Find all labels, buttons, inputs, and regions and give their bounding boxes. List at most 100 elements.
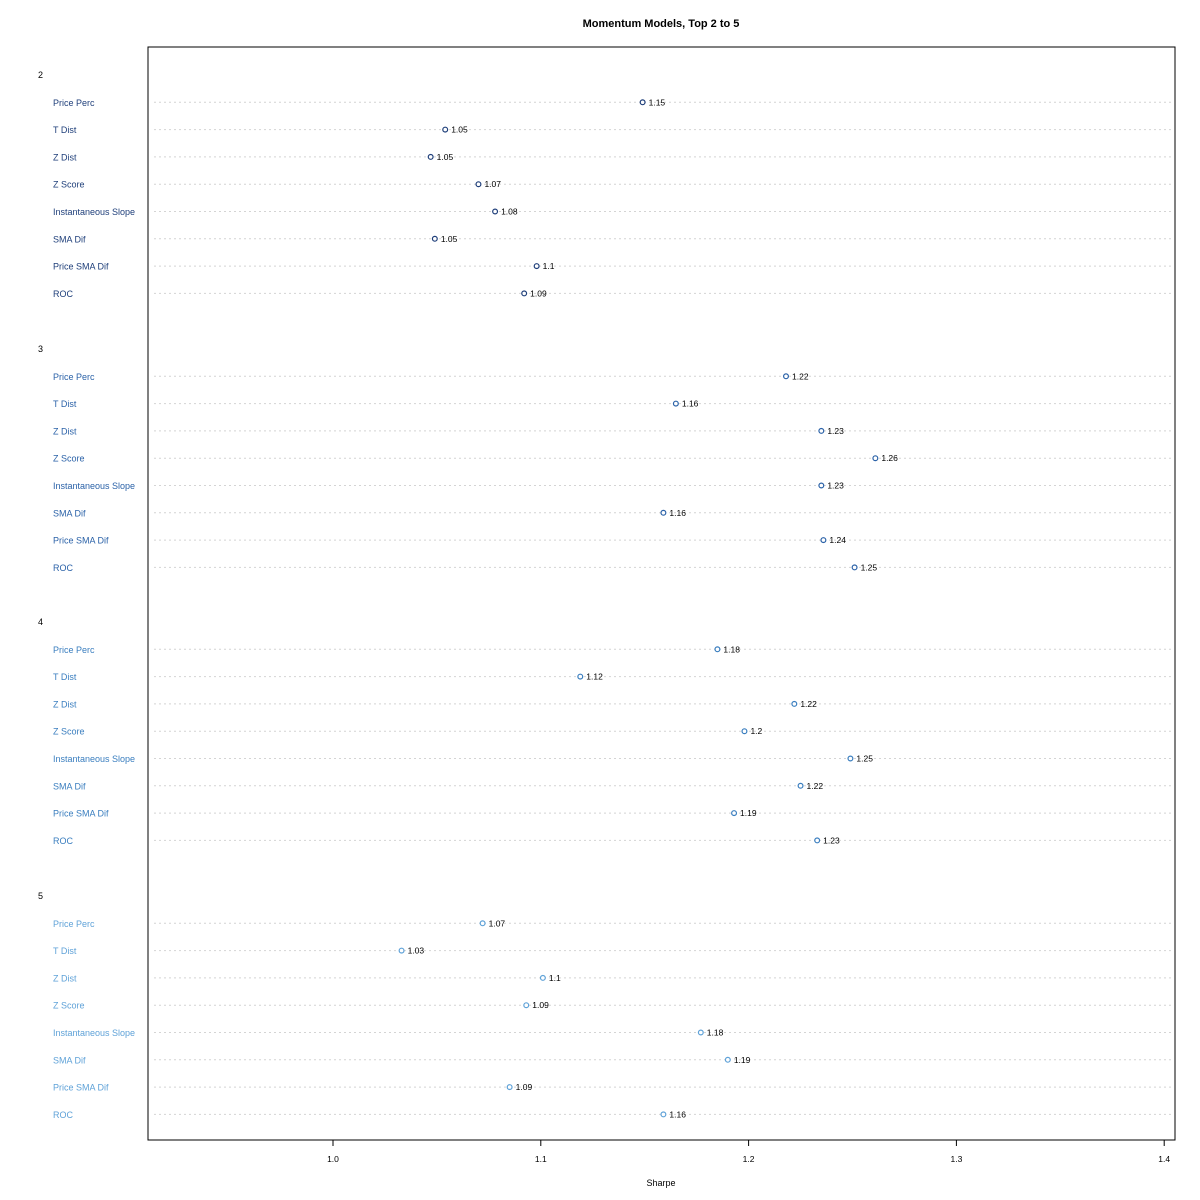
value-label-5-z-dist: 1.1: [549, 973, 561, 983]
point-5-price-perc: [479, 920, 486, 927]
point-4-roc: [814, 837, 821, 844]
x-tick-label: 1.0: [327, 1154, 339, 1164]
row-label-2-sma-dif: SMA Dif: [53, 234, 86, 244]
point-5-sma-dif: [724, 1056, 731, 1063]
point-2-price-sma-dif: [533, 263, 540, 270]
row-label-5-price-sma-dif: Price SMA Dif: [53, 1083, 109, 1093]
value-label-2-z-score: 1.07: [484, 179, 501, 189]
row-label-4-z-score: Z Score: [53, 727, 85, 737]
row-label-2-z-score: Z Score: [53, 180, 85, 190]
value-label-5-roc: 1.16: [669, 1109, 686, 1119]
x-tick-label: 1.3: [950, 1154, 962, 1164]
row-label-2-roc: ROC: [53, 289, 74, 299]
point-3-price-sma-dif: [820, 537, 827, 544]
row-label-5-t-dist: T Dist: [53, 946, 77, 956]
row-label-5-roc: ROC: [53, 1110, 74, 1120]
value-label-2-t-dist: 1.05: [451, 125, 468, 135]
group-label-4: 4: [38, 617, 43, 627]
row-label-3-z-dist: Z Dist: [53, 426, 77, 436]
row-label-2-price-perc: Price Perc: [53, 98, 95, 108]
group-label-2: 2: [38, 70, 43, 80]
row-label-3-instantaneous-slope: Instantaneous Slope: [53, 481, 135, 491]
point-2-price-perc: [639, 99, 646, 106]
x-axis: 1.0 1.1 1.2 1.3 1.4: [327, 1139, 1170, 1164]
value-label-4-t-dist: 1.12: [586, 672, 603, 682]
row-label-2-t-dist: T Dist: [53, 125, 77, 135]
point-2-instantaneous-slope: [492, 208, 499, 215]
row-label-2-z-dist: Z Dist: [53, 152, 77, 162]
x-tick-label: 1.2: [743, 1154, 755, 1164]
point-4-z-score: [741, 728, 748, 735]
value-label-2-roc: 1.09: [530, 288, 547, 298]
point-4-price-sma-dif: [731, 810, 738, 817]
value-label-2-z-dist: 1.05: [437, 152, 454, 162]
value-label-3-price-perc: 1.22: [792, 371, 809, 381]
point-2-sma-dif: [431, 235, 438, 242]
value-label-4-instantaneous-slope: 1.25: [856, 754, 873, 764]
point-2-z-dist: [427, 153, 434, 160]
point-3-z-score: [872, 455, 879, 462]
x-tick-label: 1.1: [535, 1154, 547, 1164]
row-label-5-instantaneous-slope: Instantaneous Slope: [53, 1028, 135, 1038]
row-label-3-price-perc: Price Perc: [53, 372, 95, 382]
point-3-roc: [851, 564, 858, 571]
value-label-4-roc: 1.23: [823, 835, 840, 845]
row-label-3-z-score: Z Score: [53, 454, 85, 464]
point-5-z-score: [523, 1002, 530, 1009]
row-label-5-price-perc: Price Perc: [53, 919, 95, 929]
point-5-price-sma-dif: [506, 1084, 513, 1091]
point-4-price-perc: [714, 646, 721, 653]
x-tick-label: 1.4: [1158, 1154, 1170, 1164]
rows: 2 Price Perc 1.1 5 T Dist 1.05 Z Dist 1.05 Z Sco…: [38, 70, 898, 1120]
row-label-5-z-dist: Z Dist: [53, 973, 77, 983]
value-label-3-z-dist: 1.23: [827, 426, 844, 436]
row-label-5-sma-dif: SMA Dif: [53, 1055, 86, 1065]
value-label-5-z-score: 1.09: [532, 1000, 549, 1010]
value-label-3-sma-dif: 1.16: [669, 508, 686, 518]
grid-lines: [154, 101, 1171, 1115]
group-label-5: 5: [38, 891, 43, 901]
point-3-sma-dif: [660, 509, 667, 516]
group-label-3: 3: [38, 344, 43, 354]
row-label-4-price-perc: Price Perc: [53, 645, 95, 655]
value-label-3-roc: 1.25: [861, 562, 878, 572]
value-label-2-instantaneous-slope: 1.08: [501, 207, 518, 217]
x-axis-title: Sharpe: [646, 1178, 675, 1188]
value-label-2-price-sma-dif: 1.1: [543, 261, 555, 271]
point-2-roc: [521, 290, 528, 297]
value-label-2-sma-dif: 1.05: [441, 234, 458, 244]
value-label-5-price-sma-dif: 1.09: [516, 1082, 533, 1092]
row-label-3-roc: ROC: [53, 563, 74, 573]
point-5-z-dist: [539, 974, 546, 981]
chart-title: Momentum Models, Top 2 to 5: [583, 18, 740, 30]
row-label-4-sma-dif: SMA Dif: [53, 781, 86, 791]
row-label-2-price-sma-dif: Price SMA Dif: [53, 262, 109, 272]
point-3-instantaneous-slope: [818, 482, 825, 489]
point-2-t-dist: [442, 126, 449, 133]
value-label-3-price-sma-dif: 1.24: [829, 535, 846, 545]
row-label-2-instantaneous-slope: Instantaneous Slope: [53, 207, 135, 217]
value-label-5-sma-dif: 1.19: [734, 1055, 751, 1065]
point-4-t-dist: [577, 673, 584, 680]
row-label-4-z-dist: Z Dist: [53, 699, 77, 709]
value-label-4-sma-dif: 1.22: [807, 781, 824, 791]
point-4-sma-dif: [797, 782, 804, 789]
row-label-4-roc: ROC: [53, 836, 74, 846]
value-label-4-z-dist: 1.22: [800, 699, 817, 709]
point-2-z-score: [475, 181, 482, 188]
point-3-t-dist: [672, 400, 679, 407]
row-label-4-instantaneous-slope: Instantaneous Slope: [53, 754, 135, 764]
value-label-4-z-score: 1.2: [750, 726, 762, 736]
point-5-t-dist: [398, 947, 405, 954]
row-label-3-price-sma-dif: Price SMA Dif: [53, 536, 109, 546]
value-label-4-price-sma-dif: 1.19: [740, 808, 757, 818]
point-5-roc: [660, 1111, 667, 1118]
point-4-instantaneous-slope: [847, 755, 854, 762]
value-label-4-price-perc: 1.18: [723, 644, 740, 654]
row-label-4-price-sma-dif: Price SMA Dif: [53, 809, 109, 819]
point-3-price-perc: [783, 373, 790, 380]
row-label-5-z-score: Z Score: [53, 1001, 85, 1011]
value-label-3-instantaneous-slope: 1.23: [827, 481, 844, 491]
point-4-z-dist: [791, 700, 798, 707]
